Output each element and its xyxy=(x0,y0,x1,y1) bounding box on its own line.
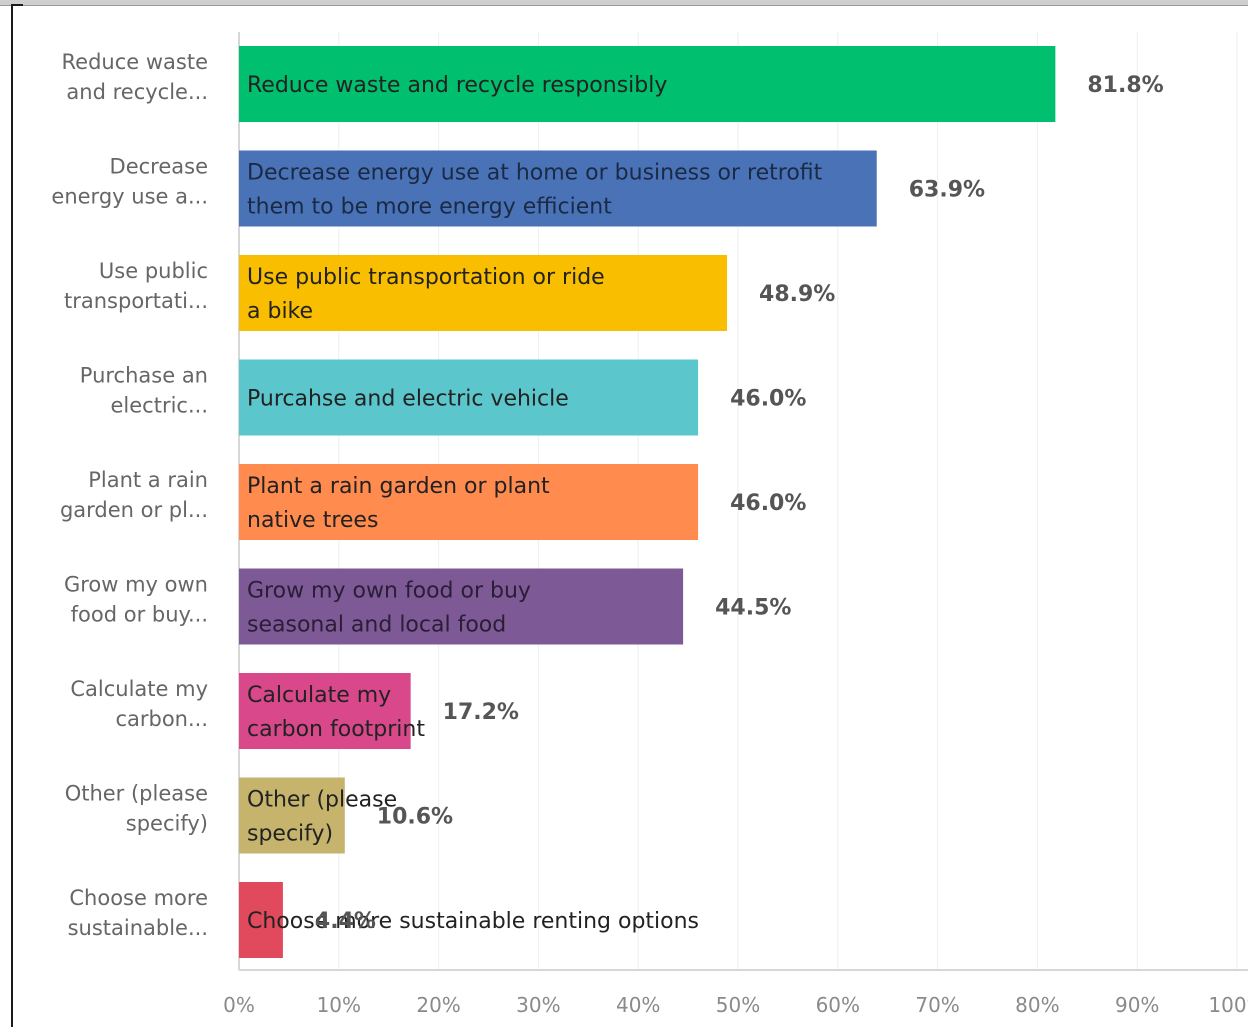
x-tick-label: 100% xyxy=(1208,993,1248,1017)
bar xyxy=(239,359,699,436)
bar-inner-label: seasonal and local food xyxy=(247,613,506,638)
value-label: 46.0% xyxy=(730,491,806,516)
bar xyxy=(239,568,684,645)
bar-inner-label: Calculate my xyxy=(247,683,391,708)
value-label: 81.8% xyxy=(1087,73,1163,98)
category-label: Grow my own xyxy=(64,573,208,597)
window-top-bar xyxy=(0,0,1248,6)
category-label: electric... xyxy=(111,394,209,418)
value-label: 63.9% xyxy=(909,178,985,203)
value-label: 44.5% xyxy=(715,596,791,621)
category-label: Other (please xyxy=(65,782,208,806)
x-tick-label: 80% xyxy=(1015,993,1059,1017)
x-tick-label: 70% xyxy=(915,993,959,1017)
bar xyxy=(239,464,699,540)
x-tick-label: 50% xyxy=(716,993,760,1017)
category-label: Purchase an xyxy=(80,364,208,388)
category-label: food or buy... xyxy=(71,603,208,627)
bar xyxy=(239,777,345,854)
category-label: transportati... xyxy=(64,289,208,313)
category-label: Plant a rain xyxy=(88,468,208,492)
bar-inner-label: Other (please xyxy=(247,788,397,813)
x-tick-label: 0% xyxy=(223,993,255,1017)
value-label: 48.9% xyxy=(759,282,835,307)
x-tick-label: 30% xyxy=(516,993,560,1017)
value-label: 10.6% xyxy=(377,805,453,830)
bar-inner-label: Purcahse and electric vehicle xyxy=(247,387,569,412)
category-label: Use public xyxy=(99,259,208,283)
bar-inner-label: specify) xyxy=(247,822,333,847)
bar-inner-label: them to be more energy efficient xyxy=(247,195,612,220)
bar-inner-label: a bike xyxy=(247,299,313,324)
x-tick-label: 20% xyxy=(416,993,460,1017)
x-tick-label: 60% xyxy=(816,993,860,1017)
bar-inner-label: Choose more sustainable renting options xyxy=(247,909,699,934)
category-label: specify) xyxy=(126,812,208,836)
bar-inner-label: Reduce waste and recycle responsibly xyxy=(247,73,667,98)
category-label: sustainable... xyxy=(68,916,208,940)
bar-inner-label: native trees xyxy=(247,508,378,533)
value-label: 46.0% xyxy=(730,387,806,412)
value-label: 4.4% xyxy=(315,909,376,934)
x-tick-label: 90% xyxy=(1115,993,1159,1017)
bar-inner-label: Use public transportation or ride xyxy=(247,265,605,290)
category-label: Calculate my xyxy=(70,677,208,701)
bar xyxy=(239,882,283,958)
category-label: garden or pl... xyxy=(60,498,208,522)
category-label: Reduce waste xyxy=(62,50,209,74)
bar-inner-label: Grow my own food or buy xyxy=(247,579,531,604)
x-tick-label: 40% xyxy=(616,993,660,1017)
window-left-border xyxy=(11,5,13,1027)
bar xyxy=(239,255,728,331)
category-label: Choose more xyxy=(69,886,208,910)
bar xyxy=(239,150,877,227)
bar xyxy=(239,673,411,749)
category-label: and recycle... xyxy=(66,80,208,104)
value-label: 17.2% xyxy=(443,700,519,725)
bar xyxy=(239,46,1056,122)
bar-inner-label: carbon footprint xyxy=(247,717,425,742)
bar-inner-label: Decrease energy use at home or business … xyxy=(247,161,823,186)
window-corner xyxy=(11,4,23,6)
x-tick-label: 10% xyxy=(317,993,361,1017)
bar-inner-label: Plant a rain garden or plant xyxy=(247,474,550,499)
category-label: Decrease xyxy=(110,155,208,179)
category-label: energy use a... xyxy=(51,185,208,209)
category-label: carbon... xyxy=(115,707,208,731)
